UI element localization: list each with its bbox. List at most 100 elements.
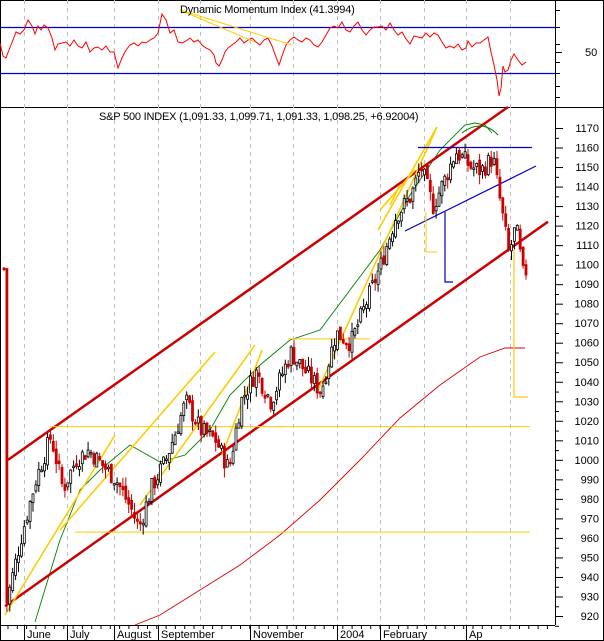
candle [443, 174, 447, 192]
candle [240, 396, 244, 430]
candle [344, 342, 348, 350]
candle [370, 273, 374, 285]
candle [14, 553, 18, 581]
candle [336, 330, 339, 352]
candle [481, 163, 484, 179]
candle [362, 298, 366, 314]
ma-long-line [134, 347, 525, 626]
candle [28, 499, 32, 530]
candle [60, 464, 64, 488]
candle [359, 306, 363, 324]
candle [107, 464, 110, 472]
candle [353, 327, 357, 339]
candle [208, 424, 212, 437]
candle [260, 377, 264, 397]
x-axis-label: September [161, 629, 215, 641]
candle [295, 361, 299, 371]
candle [382, 246, 386, 266]
candle [376, 263, 380, 292]
candle [25, 515, 29, 526]
candle [457, 146, 461, 165]
candle [385, 242, 389, 267]
candle [78, 459, 81, 477]
dmi-trendline [179, 9, 293, 46]
trend-fan-line [379, 169, 416, 211]
x-axis-label: February [383, 629, 428, 641]
candle [34, 480, 38, 494]
candle [188, 394, 192, 405]
candle [365, 301, 368, 318]
candle [83, 454, 87, 460]
candle [211, 430, 215, 438]
candle [214, 425, 218, 452]
candle [191, 394, 194, 431]
candle [2, 266, 6, 272]
candle [17, 546, 20, 573]
candle [196, 409, 200, 430]
candle [292, 340, 296, 365]
candle [469, 160, 473, 171]
x-axis-label: August [117, 629, 151, 641]
price-panel [2, 105, 549, 626]
candle [420, 162, 424, 178]
candle [298, 359, 302, 369]
candle [304, 359, 308, 374]
candle [440, 180, 444, 204]
candle [478, 153, 482, 185]
candle [399, 211, 403, 227]
dmi-line [0, 12, 527, 97]
candle [524, 259, 528, 280]
candle [489, 150, 493, 174]
candle [133, 503, 136, 524]
candle [31, 493, 35, 512]
measured-move-blue [444, 212, 453, 283]
candle [182, 400, 186, 422]
candle [202, 420, 206, 438]
candle [222, 442, 226, 478]
candle [72, 460, 75, 472]
price-axis-label: 1150 [575, 162, 599, 174]
trend-fan-line [59, 351, 216, 531]
candle [263, 390, 267, 404]
candle [170, 433, 174, 455]
candle [86, 441, 90, 459]
candle [254, 367, 258, 397]
candle [92, 451, 96, 468]
candle [350, 322, 354, 359]
x-axis: June July August September November 2004 Febru… [7, 625, 548, 641]
x-axis-label: November [253, 629, 304, 641]
candle [472, 160, 476, 177]
price-axis-label: 1120 [575, 221, 599, 233]
candle [388, 236, 392, 250]
candle [498, 168, 502, 201]
candle [109, 463, 113, 484]
x-axis-label: July [70, 629, 90, 641]
candle [115, 477, 119, 494]
price-axis-label: 990 [581, 474, 599, 486]
candle [257, 366, 261, 384]
candle [278, 369, 281, 398]
candle [104, 460, 107, 479]
candle [246, 386, 250, 409]
candle [124, 477, 128, 504]
candle [19, 534, 23, 558]
candle [69, 469, 73, 493]
candle [43, 456, 46, 478]
candle [46, 433, 49, 470]
dmi-trendline [179, 9, 256, 43]
dmi-title: Dynamic Momentum Index (41.3994) [180, 4, 355, 16]
candle [510, 240, 513, 260]
candle [280, 366, 284, 378]
candle [495, 150, 499, 179]
candle [521, 246, 525, 269]
price-axis-label: 920 [581, 611, 599, 623]
candle [162, 456, 165, 465]
candle [301, 358, 305, 377]
candle [251, 371, 255, 388]
candle [156, 473, 160, 489]
candle [431, 186, 435, 215]
price-axis-label: 1100 [575, 260, 599, 272]
candle [54, 440, 58, 474]
candle [66, 482, 70, 491]
